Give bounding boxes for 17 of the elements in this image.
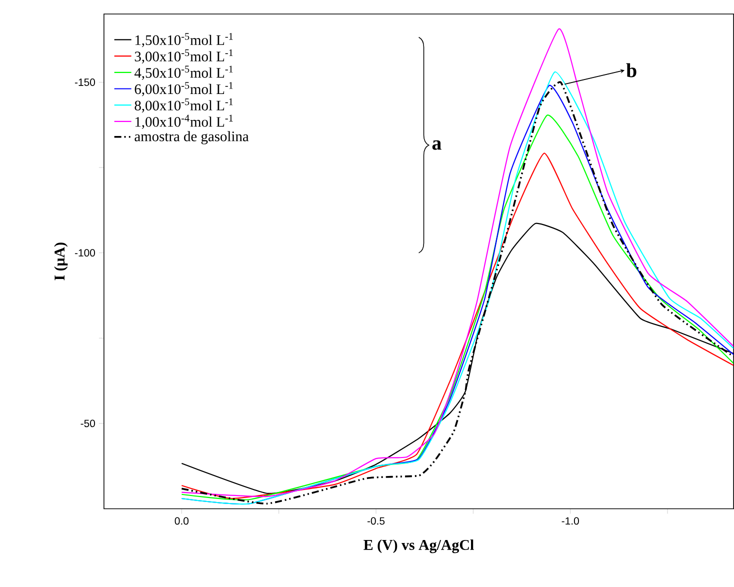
- legend-label: 3,00x10$^{-5}$mol L$^{-1}$: [134, 50, 233, 64]
- x-tick-label: -0.5: [367, 517, 385, 525]
- y-axis-title: I (μA): [54, 242, 68, 280]
- legend-label: 6,00x10$^{-5}$mol L$^{-1}$: [134, 82, 233, 96]
- x-axis-title: E (V) vs Ag/AgCl: [364, 540, 474, 554]
- annotation: a: [432, 140, 442, 150]
- x-tick-label: 0.0: [174, 517, 189, 525]
- y-tick-label: -100: [74, 249, 96, 257]
- annotation: b: [626, 63, 636, 78]
- legend-label: 4,50x10$^{-5}$mol L$^{-1}$: [134, 66, 233, 80]
- x-tick-label: -1.0: [562, 517, 579, 525]
- y-tick-label: -150: [74, 78, 96, 86]
- legend-label: 8,00x10$^{-5}$mol L$^{-1}$: [134, 98, 233, 113]
- legend-label: 1,00x10$^{-4}$mol L$^{-1}$: [135, 114, 233, 130]
- y-tick-label: -50: [80, 420, 96, 428]
- legend-label: amostra de gasolina: [134, 131, 249, 144]
- legend-label: 1,50x10$^{-5}$mol L$^{-1}$: [135, 33, 233, 48]
